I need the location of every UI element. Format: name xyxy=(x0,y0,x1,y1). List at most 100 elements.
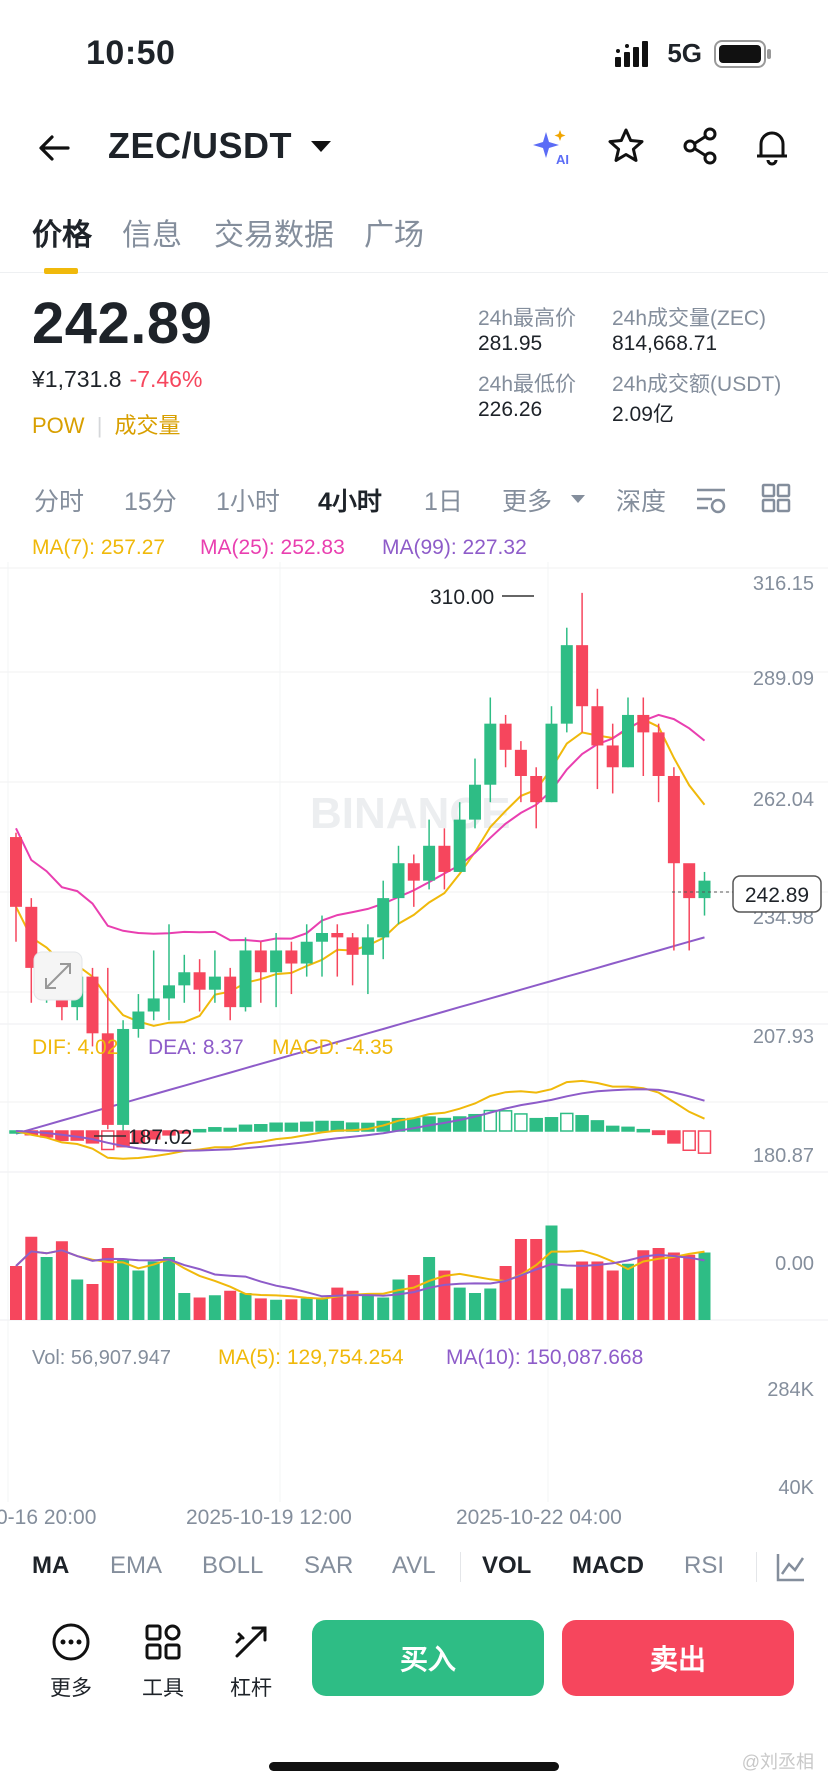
pair-title[interactable]: ZEC/USDT xyxy=(108,125,292,166)
tools-label: 工具 xyxy=(142,1677,184,1700)
leverage-icon xyxy=(235,1626,267,1658)
volume-bar xyxy=(10,1266,22,1320)
last-price-tag-box xyxy=(732,875,822,913)
tools-button[interactable]: 工具 xyxy=(142,1622,184,1702)
interval-depth[interactable]: 深度 xyxy=(616,488,667,516)
price-change: -7.46% xyxy=(129,366,203,392)
caret-down-icon[interactable] xyxy=(310,140,332,154)
candle-body xyxy=(86,976,99,1034)
macd-bar xyxy=(651,1130,666,1136)
volume-bar xyxy=(285,1299,298,1320)
candle-body xyxy=(530,775,543,803)
volume-bar xyxy=(453,1287,466,1320)
volume-bar xyxy=(117,1259,130,1320)
kline-chart[interactable]: BINANCE MA(7): 257.27 MA(25): 252.83 MA(… xyxy=(0,526,828,1536)
interval-time[interactable]: 分时 xyxy=(34,488,85,516)
indicator-ema[interactable]: EMA xyxy=(110,1552,163,1579)
volume-bar xyxy=(499,1266,512,1320)
volume-bar xyxy=(377,1297,390,1320)
interval-1h[interactable]: 1小时 xyxy=(216,488,280,516)
tag-pow[interactable]: POW xyxy=(32,413,85,438)
volume-bar xyxy=(514,1239,527,1320)
candle-body xyxy=(377,898,390,938)
tag-volume[interactable]: 成交量 xyxy=(114,413,181,438)
low-label: 24h最低价 xyxy=(478,373,577,396)
indicator-boll[interactable]: BOLL xyxy=(202,1552,264,1579)
tab-square[interactable]: 广场 xyxy=(364,219,424,252)
interval-1d[interactable]: 1日 xyxy=(424,488,463,516)
candle-body xyxy=(438,845,451,872)
sell-button[interactable]: 卖出 xyxy=(562,1620,794,1696)
macd-bar xyxy=(468,1113,482,1132)
share-icon[interactable] xyxy=(680,126,720,166)
volume-bar xyxy=(346,1290,359,1320)
bell-icon[interactable] xyxy=(752,126,792,166)
indicator-vol[interactable]: VOL xyxy=(482,1552,532,1579)
leverage-button[interactable]: 杠杆 xyxy=(230,1622,272,1702)
interval-more[interactable]: 更多 xyxy=(502,488,553,516)
dif-line xyxy=(15,1079,705,1160)
macd-bar xyxy=(483,1109,498,1132)
expand-button[interactable] xyxy=(33,951,83,1001)
volume-bar xyxy=(239,1293,252,1320)
last-price: 242.89 xyxy=(32,291,213,356)
macd-bar xyxy=(223,1127,237,1132)
dif-legend: DIF: 4.02 xyxy=(32,1036,118,1059)
volume-bar xyxy=(178,1293,191,1320)
volume-bar xyxy=(667,1252,680,1320)
home-indicator[interactable] xyxy=(269,1762,559,1771)
tab-info[interactable]: 信息 xyxy=(122,219,182,252)
ai-sparkle-icon[interactable]: AI xyxy=(530,126,570,166)
interval-15m[interactable]: 15分 xyxy=(124,488,177,516)
candle-body xyxy=(469,784,481,820)
price-axis-label: 207.93 xyxy=(753,1026,814,1048)
amount-label: 24h成交额(USDT) xyxy=(612,373,782,396)
volume-bar xyxy=(193,1297,206,1320)
low-value: 226.26 xyxy=(478,398,543,421)
indicator-rsi[interactable]: RSI xyxy=(684,1552,725,1579)
indicator-settings-icon[interactable] xyxy=(774,1550,808,1584)
candle-body xyxy=(652,732,665,776)
candle-body xyxy=(224,976,237,1008)
macd-bar xyxy=(529,1117,543,1132)
buy-button[interactable]: 买入 xyxy=(312,1620,544,1696)
low-marker: 187.02 xyxy=(128,1126,192,1149)
candle-body xyxy=(667,775,680,864)
candle-body xyxy=(499,723,512,750)
volume-bar xyxy=(300,1298,313,1320)
more-button[interactable]: 更多 xyxy=(50,1622,92,1702)
candle-body xyxy=(101,1033,114,1125)
indicator-avl[interactable]: AVL xyxy=(392,1552,436,1579)
main-tabs: 价格 信息 交易数据 广场 xyxy=(0,210,828,273)
volume-bar xyxy=(270,1299,283,1320)
candle-body xyxy=(514,749,527,776)
time-axis-label: 0-16 20:00 xyxy=(0,1506,96,1529)
chart-settings-icon[interactable] xyxy=(694,482,728,516)
volume-bar xyxy=(545,1225,558,1320)
candles xyxy=(10,592,711,1134)
volume-bar xyxy=(316,1297,328,1320)
ma99-line xyxy=(15,936,705,1135)
macd-bar xyxy=(131,1130,146,1144)
candle-body xyxy=(163,985,175,999)
indicator-ma[interactable]: MA xyxy=(32,1552,70,1579)
indicator-sar[interactable]: SAR xyxy=(304,1552,354,1579)
volume-bar xyxy=(163,1257,175,1320)
indicator-macd[interactable]: MACD xyxy=(572,1552,644,1579)
tab-price[interactable]: 价格 xyxy=(32,219,92,252)
volume-bar xyxy=(147,1261,160,1320)
more-caret-icon[interactable] xyxy=(570,494,586,504)
layout-grid-icon[interactable] xyxy=(760,482,792,514)
star-icon[interactable] xyxy=(606,126,646,166)
volume-bar xyxy=(392,1279,405,1320)
vol-label: 24h成交量(ZEC) xyxy=(612,307,767,330)
candle-body xyxy=(637,714,650,733)
tab-trading-data[interactable]: 交易数据 xyxy=(214,219,334,252)
more-label: 更多 xyxy=(50,1677,92,1700)
back-arrow-icon[interactable] xyxy=(34,128,74,168)
volume-bar xyxy=(132,1270,145,1320)
candle-body xyxy=(25,906,38,968)
candle-body xyxy=(683,863,696,899)
candle-body xyxy=(698,880,711,899)
interval-4h[interactable]: 4小时 xyxy=(318,488,382,516)
